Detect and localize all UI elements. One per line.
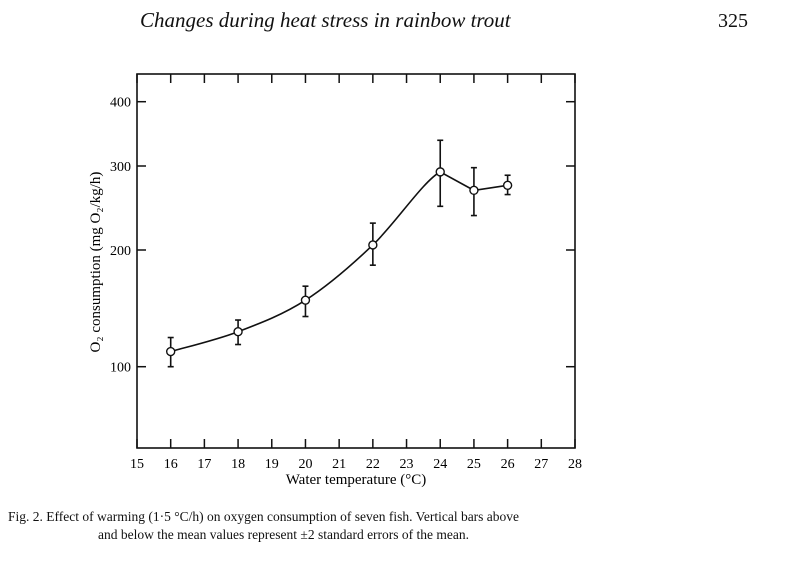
data-point <box>300 295 311 305</box>
y-tick-label: 100 <box>110 361 131 376</box>
data-point <box>469 185 479 196</box>
y-tick-label: 200 <box>110 244 131 259</box>
plot-frame <box>136 73 576 449</box>
x-tick-label: 25 <box>467 457 481 472</box>
x-tick-label: 18 <box>231 457 245 472</box>
data-line <box>170 170 508 353</box>
data-point <box>233 326 243 337</box>
running-title: Changes during heat stress in rainbow tr… <box>140 8 511 32</box>
data-point <box>165 346 176 357</box>
data-point <box>368 240 378 250</box>
y-axis-label: O₂ consumption (mg O₂/kg/h) <box>88 172 104 353</box>
caption-line-1: Fig. 2. Effect of warming (1·5 °C/h) on … <box>8 509 520 524</box>
page-number: 325 <box>718 10 748 32</box>
x-tick-label: 19 <box>265 457 279 472</box>
x-tick-label: 28 <box>568 457 582 472</box>
y-tick-label: 400 <box>110 96 131 111</box>
x-tick-label: 16 <box>164 457 178 472</box>
x-tick-label: 17 <box>197 457 211 472</box>
x-tick-label: 26 <box>501 457 515 472</box>
x-tick-label: 24 <box>433 457 447 472</box>
caption-line-2: and below the mean values represent ±2 s… <box>98 527 470 542</box>
chart: 15 16 17 18 19 20 21 22 23 24 25 26 27 28 100 200 300 400… <box>88 73 582 488</box>
x-tick-label: 20 <box>298 457 312 472</box>
x-tick-label: 27 <box>534 457 548 472</box>
x-tick-label: 15 <box>130 457 144 472</box>
x-tick-label: 21 <box>332 457 346 472</box>
y-tick-label: 300 <box>110 160 131 175</box>
data-point <box>502 180 513 191</box>
data-point <box>435 167 445 177</box>
x-tick-label: 22 <box>366 457 380 472</box>
x-axis-label: Water temperature (°C) <box>286 472 427 488</box>
x-tick-label: 23 <box>400 457 414 472</box>
